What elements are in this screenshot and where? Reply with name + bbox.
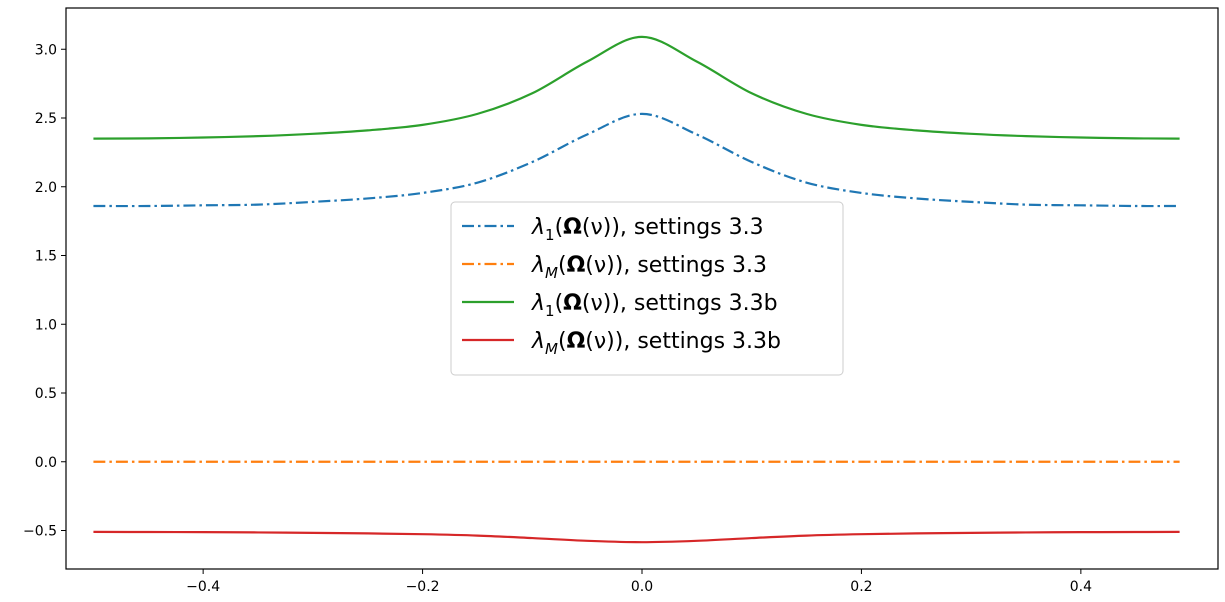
y-tick-label: 2.0 bbox=[35, 180, 57, 196]
series-line-3 bbox=[93, 35, 1180, 140]
legend: λ1(Ω(ν)), settings 3.3 λM(Ω(ν)), settings… bbox=[450, 201, 844, 376]
y-tick-label: 3.0 bbox=[35, 42, 57, 58]
x-tick-label: 0.2 bbox=[850, 579, 872, 595]
legend-label-4: λM(Ω(ν)), settings 3.3b bbox=[531, 329, 781, 358]
series-line-4 bbox=[93, 530, 1180, 544]
y-tick-label: 2.5 bbox=[35, 111, 57, 127]
y-tick-label: −0.5 bbox=[23, 524, 57, 540]
y-tick-label: 0.5 bbox=[35, 386, 57, 402]
x-axis: −0.4 −0.2 0.0 0.2 0.4 bbox=[186, 569, 1092, 595]
y-tick-label: 1.0 bbox=[35, 317, 57, 333]
legend-label-1: λ1(Ω(ν)), settings 3.3 bbox=[531, 215, 764, 244]
y-tick-label: 0.0 bbox=[35, 455, 57, 471]
legend-label-2: λM(Ω(ν)), settings 3.3 bbox=[531, 253, 767, 282]
x-tick-label: 0.4 bbox=[1070, 579, 1092, 595]
y-tick-label: 1.5 bbox=[35, 249, 57, 265]
series-layer bbox=[93, 35, 1180, 544]
x-tick-label: −0.2 bbox=[406, 579, 440, 595]
y-axis: −0.5 0.0 0.5 1.0 1.5 2.0 2.5 3.0 bbox=[23, 42, 66, 540]
legend-box bbox=[450, 201, 844, 376]
legend-label-3: λ1(Ω(ν)), settings 3.3b bbox=[531, 291, 778, 320]
series-line-1 bbox=[93, 112, 1180, 208]
x-tick-label: 0.0 bbox=[631, 579, 653, 595]
x-tick-label: −0.4 bbox=[186, 579, 220, 595]
